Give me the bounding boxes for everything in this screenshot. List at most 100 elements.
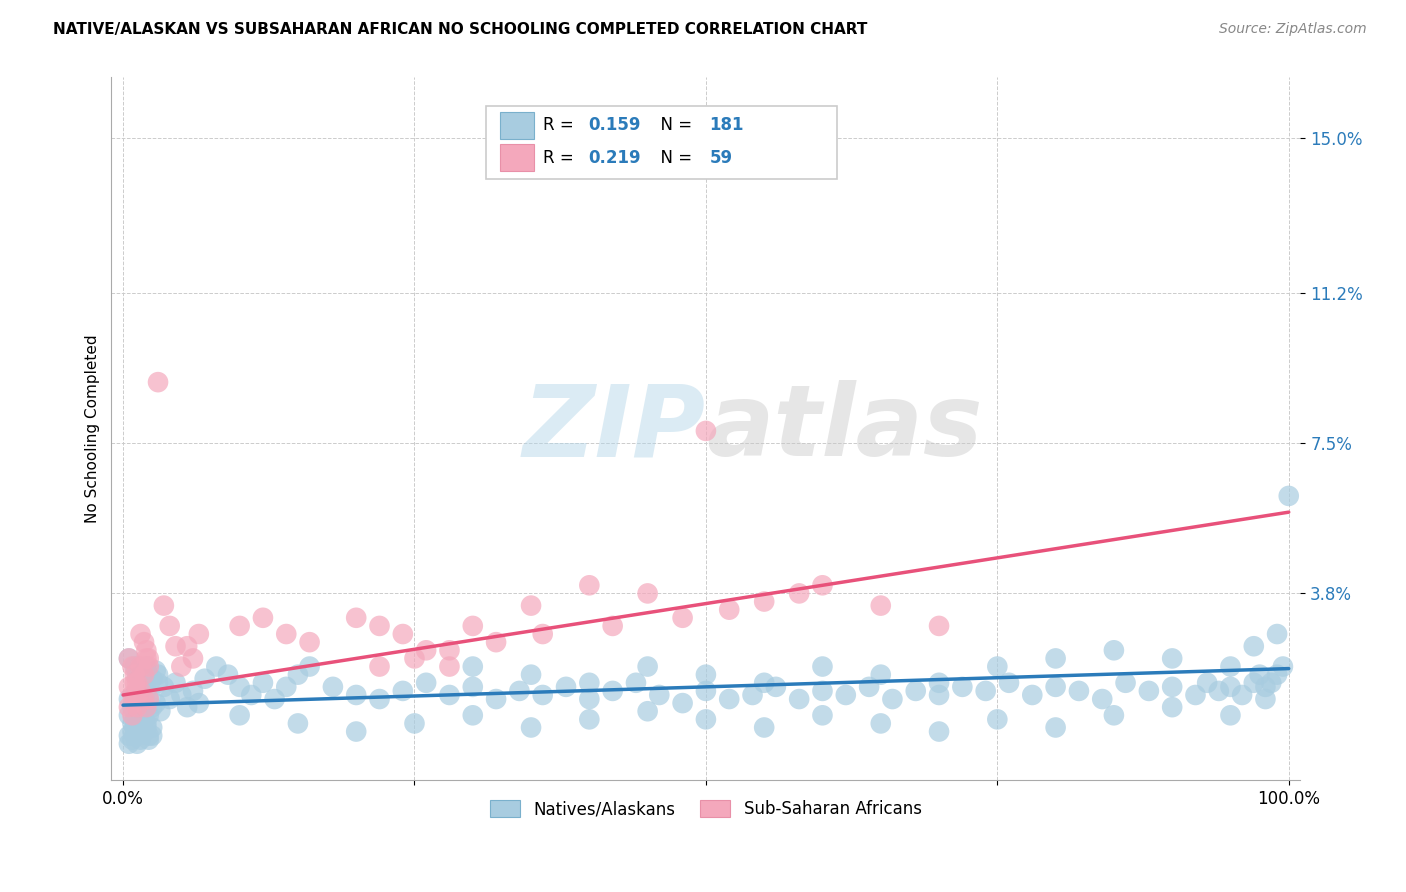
- Point: [118, 651, 141, 665]
- Legend: Natives/Alaskans, Sub-Saharan Africans: Natives/Alaskans, Sub-Saharan Africans: [484, 793, 928, 825]
- Point: [415, 643, 437, 657]
- Point: [344, 611, 367, 625]
- Point: [485, 635, 508, 649]
- Point: [298, 659, 321, 673]
- Text: N =: N =: [650, 116, 697, 134]
- Point: [1184, 688, 1206, 702]
- Point: [1115, 675, 1137, 690]
- Point: [132, 712, 155, 726]
- Point: [252, 675, 274, 690]
- Point: [671, 611, 693, 625]
- Point: [298, 635, 321, 649]
- Point: [1197, 675, 1219, 690]
- Point: [882, 692, 904, 706]
- Point: [129, 704, 152, 718]
- Point: [138, 651, 160, 665]
- Point: [811, 684, 834, 698]
- Point: [118, 651, 141, 665]
- Point: [121, 732, 143, 747]
- Point: [439, 659, 461, 673]
- Point: [125, 737, 148, 751]
- Point: [461, 680, 484, 694]
- Point: [240, 688, 263, 702]
- Point: [135, 721, 157, 735]
- Point: [1230, 688, 1253, 702]
- Point: [131, 704, 153, 718]
- Point: [1161, 700, 1184, 714]
- Point: [121, 688, 143, 702]
- Point: [121, 724, 143, 739]
- Point: [578, 692, 600, 706]
- Point: [439, 688, 461, 702]
- Point: [520, 721, 543, 735]
- Point: [135, 716, 157, 731]
- Point: [187, 696, 209, 710]
- Text: R =: R =: [543, 116, 579, 134]
- Point: [205, 659, 228, 673]
- Point: [754, 675, 776, 690]
- Point: [1271, 659, 1294, 673]
- Point: [129, 675, 152, 690]
- Point: [118, 708, 141, 723]
- Point: [276, 680, 298, 694]
- Point: [765, 680, 787, 694]
- Point: [138, 667, 160, 681]
- Point: [135, 651, 157, 665]
- Point: [287, 716, 309, 731]
- Y-axis label: No Schooling Completed: No Schooling Completed: [86, 334, 100, 524]
- Point: [578, 578, 600, 592]
- Point: [228, 619, 250, 633]
- Point: [132, 635, 155, 649]
- Point: [1219, 680, 1241, 694]
- Point: [124, 675, 146, 690]
- Point: [531, 688, 554, 702]
- FancyBboxPatch shape: [501, 112, 533, 138]
- Point: [624, 675, 647, 690]
- Point: [1254, 680, 1277, 694]
- Point: [135, 659, 157, 673]
- Point: [461, 659, 484, 673]
- Point: [118, 729, 141, 743]
- Point: [149, 704, 172, 718]
- Point: [787, 692, 810, 706]
- Point: [578, 675, 600, 690]
- Point: [986, 659, 1008, 673]
- Point: [138, 729, 160, 743]
- Point: [671, 696, 693, 710]
- Point: [228, 680, 250, 694]
- Point: [138, 708, 160, 723]
- Point: [146, 675, 169, 690]
- Point: [1208, 684, 1230, 698]
- Point: [637, 659, 659, 673]
- Point: [741, 688, 763, 702]
- FancyBboxPatch shape: [486, 105, 837, 179]
- Point: [276, 627, 298, 641]
- Point: [787, 586, 810, 600]
- Point: [811, 659, 834, 673]
- Text: Source: ZipAtlas.com: Source: ZipAtlas.com: [1219, 22, 1367, 37]
- Point: [129, 732, 152, 747]
- Point: [129, 716, 152, 731]
- Point: [1137, 684, 1160, 698]
- Point: [415, 675, 437, 690]
- Text: atlas: atlas: [706, 380, 983, 477]
- Point: [118, 692, 141, 706]
- Point: [928, 724, 950, 739]
- Point: [1021, 688, 1043, 702]
- Point: [132, 724, 155, 739]
- Point: [368, 619, 391, 633]
- Point: [695, 667, 717, 681]
- Point: [141, 672, 163, 686]
- Point: [124, 721, 146, 735]
- Point: [127, 696, 149, 710]
- Point: [141, 729, 163, 743]
- Point: [132, 692, 155, 706]
- Point: [858, 680, 880, 694]
- Text: ZIP: ZIP: [523, 380, 706, 477]
- Point: [228, 708, 250, 723]
- Point: [1161, 651, 1184, 665]
- Point: [531, 627, 554, 641]
- Point: [129, 627, 152, 641]
- Point: [118, 737, 141, 751]
- Point: [125, 700, 148, 714]
